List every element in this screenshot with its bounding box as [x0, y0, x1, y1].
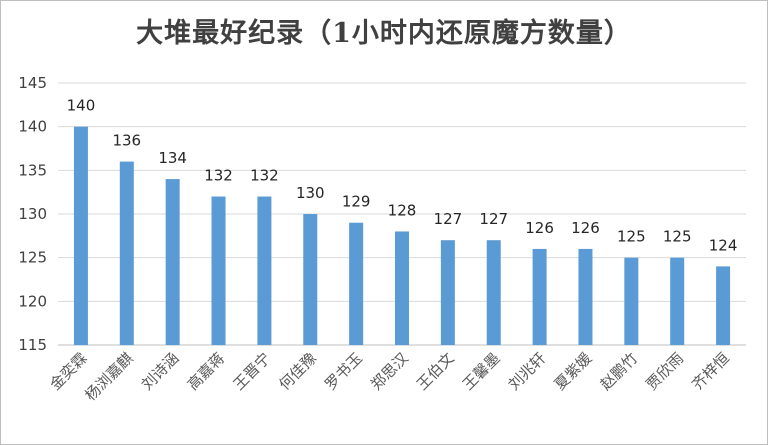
- category-label: 刘诗涵: [138, 349, 183, 394]
- data-label: 127: [434, 210, 463, 228]
- data-label: 129: [342, 193, 371, 211]
- bar: [211, 196, 226, 345]
- bar: [165, 179, 180, 345]
- data-label: 126: [525, 219, 554, 237]
- data-label: 140: [67, 97, 96, 115]
- data-label: 126: [571, 219, 600, 237]
- y-tick-label: 115: [18, 336, 47, 354]
- bar: [578, 248, 593, 345]
- category-label: 何佳豫: [276, 349, 321, 394]
- y-tick-label: 130: [18, 205, 47, 223]
- data-label: 132: [204, 167, 233, 185]
- data-label: 128: [388, 201, 417, 219]
- category-label: 齐梓恒: [688, 349, 733, 394]
- y-tick-label: 120: [18, 292, 47, 310]
- bar: [532, 248, 547, 345]
- category-label: 王伯文: [413, 349, 458, 394]
- data-labels: 140 136 134 132 132 130 129 128 127 127 126 126 125 1…: [67, 97, 738, 255]
- bar: [349, 222, 364, 345]
- bar: [73, 126, 88, 346]
- category-label: 王晋宁: [230, 349, 275, 394]
- data-label: 134: [158, 149, 187, 167]
- bar: [670, 257, 685, 345]
- data-label: 127: [479, 210, 508, 228]
- data-label: 124: [709, 236, 738, 254]
- bar: [395, 231, 409, 345]
- category-label: 夏紫媛: [551, 349, 596, 394]
- category-label: 王馨墨: [459, 349, 504, 394]
- y-tick-label: 135: [18, 161, 47, 179]
- data-label: 125: [663, 228, 692, 246]
- category-label: 杨浏嘉麒: [81, 349, 136, 404]
- bar: [624, 257, 639, 345]
- category-label: 罗书玉: [321, 349, 366, 394]
- category-label: 贾欣雨: [642, 349, 687, 394]
- data-label: 132: [250, 167, 279, 185]
- y-axis-ticks: 115 120 125 130 135 140 145: [18, 74, 47, 354]
- category-label: 赵鹏竹: [597, 349, 642, 394]
- data-label: 125: [617, 228, 646, 246]
- bar: [257, 196, 272, 345]
- y-tick-label: 140: [18, 118, 47, 136]
- y-tick-label: 125: [18, 249, 47, 267]
- data-label: 130: [296, 184, 325, 202]
- bar: [119, 161, 134, 345]
- chart-title: 大堆最好纪录（1小时内还原魔方数量）: [136, 18, 632, 49]
- bar: [303, 214, 318, 345]
- category-label: 高嘉蒋: [184, 349, 229, 394]
- category-label: 郑思汉: [367, 349, 412, 394]
- bar: [716, 266, 731, 345]
- category-label: 金奕霖: [46, 349, 91, 394]
- y-tick-label: 145: [18, 74, 47, 92]
- bar: [440, 240, 455, 345]
- data-label: 136: [112, 132, 141, 150]
- bar: [486, 240, 501, 345]
- category-label: 刘兆轩: [505, 349, 550, 394]
- bars: [73, 126, 731, 346]
